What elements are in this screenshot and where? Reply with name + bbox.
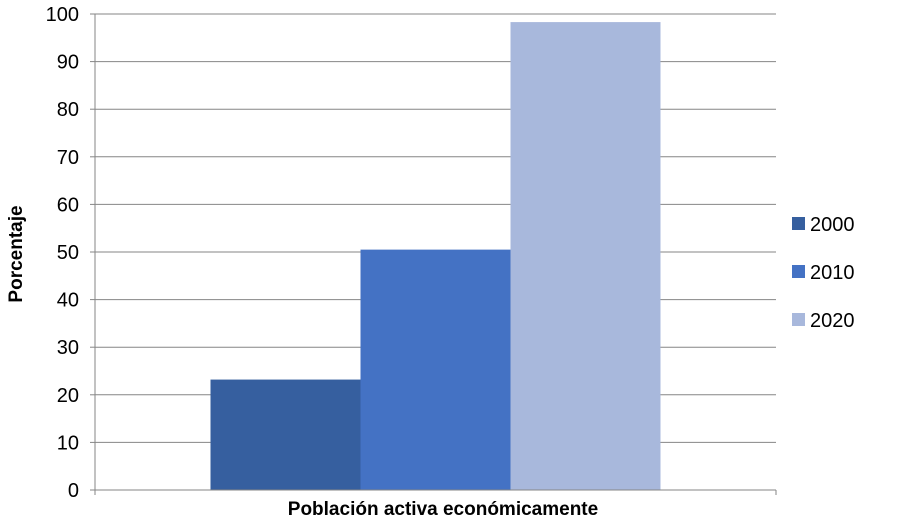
y-tick-label: 80 xyxy=(57,99,79,121)
y-tick-label: 90 xyxy=(57,52,79,74)
axes xyxy=(90,13,777,495)
y-tick-label: 60 xyxy=(57,194,79,216)
y-tick-label: 30 xyxy=(57,337,79,359)
legend: 2000 2010 2020 xyxy=(792,214,855,332)
bars xyxy=(210,22,661,490)
y-tick-label: 100 xyxy=(46,4,79,26)
y-tick-label: 40 xyxy=(57,290,79,312)
bar-2000 xyxy=(210,379,361,490)
legend-label-2000: 2000 xyxy=(810,214,855,236)
legend-swatch-2000 xyxy=(792,217,805,230)
legend-label-2020: 2020 xyxy=(810,310,855,332)
legend-label-2010: 2010 xyxy=(810,262,855,284)
y-axis-title: Porcentaje xyxy=(6,205,27,302)
y-tick-label: 10 xyxy=(57,432,79,454)
legend-swatch-2010 xyxy=(792,265,805,278)
legend-swatch-2020 xyxy=(792,313,805,326)
x-axis-title: Población activa económicamente xyxy=(288,499,598,520)
bar-2010 xyxy=(360,249,511,490)
y-tick-label: 20 xyxy=(57,385,79,407)
y-tick-label: 0 xyxy=(68,480,79,502)
y-tick-label: 70 xyxy=(57,147,79,169)
y-tick-labels: 0 10 20 30 40 50 60 70 80 90 100 xyxy=(46,4,79,502)
y-tick-label: 50 xyxy=(57,242,79,264)
bar-2020 xyxy=(510,22,661,490)
